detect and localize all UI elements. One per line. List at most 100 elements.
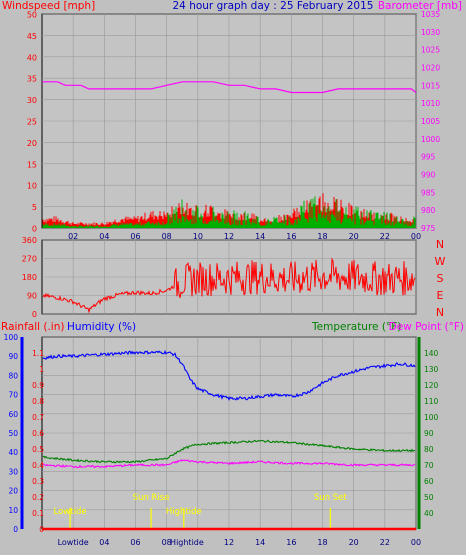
event-label: Lowtide xyxy=(54,507,87,517)
temp-hum-grid xyxy=(42,336,417,530)
temperature-line xyxy=(42,439,415,464)
compass-label: E xyxy=(437,289,444,302)
rainfall-tick-label: 0.2 xyxy=(32,493,44,502)
x-tick-label: 20 xyxy=(349,232,359,241)
barometer-tick-label: 1015 xyxy=(421,81,440,90)
rainfall-axis-label: Rainfall (.in) xyxy=(1,321,64,333)
x-tick-label: 16 xyxy=(286,232,296,241)
direction-tick-label: 360 xyxy=(22,236,37,245)
event-markers: Lowtide Sun Rise Hightide Sun Set xyxy=(54,493,347,528)
x-tick-label: 18 xyxy=(317,232,327,241)
windspeed-tick-label: 5 xyxy=(32,203,37,212)
windspeed-tick-label: 10 xyxy=(27,182,37,191)
temp-hum-series xyxy=(42,349,416,531)
temperature-tick-label: 140 xyxy=(424,349,439,358)
humidity-tick-label: 10 xyxy=(8,506,18,515)
rainfall-tick-label: 0.1 xyxy=(32,509,44,518)
x-tick-label: 06 xyxy=(130,232,140,241)
dew-point-line xyxy=(43,459,416,469)
barometer-tick-label: 1000 xyxy=(421,135,440,144)
rainfall-tick-label: 0.3 xyxy=(32,477,44,486)
compass-label: N xyxy=(436,306,444,319)
humidity-axis: 0 10 20 30 40 50 60 70 80 90 100 xyxy=(4,333,19,534)
rainfall-axis: 0 0.1 0.2 0.3 0.4 0.5 0.6 0.7 0.8 0.9 1 1.1 xyxy=(32,349,44,534)
x-tick-label: 00 xyxy=(411,232,421,241)
compass-label: S xyxy=(437,272,444,285)
windspeed-tick-label: 0 xyxy=(32,225,37,234)
barometer-tick-label: 975 xyxy=(421,224,436,233)
humidity-axis-label: Humidity (%) xyxy=(67,321,136,333)
temperature-axis: 40 50 60 70 80 90 100 110 120 130 140 xyxy=(424,349,439,518)
windspeed-tick-label: 20 xyxy=(27,139,37,148)
barometer-tick-label: 1035 xyxy=(421,10,440,19)
temperature-tick-label: 100 xyxy=(424,413,439,422)
temp-hum-x-axis: 04 06 08 12 14 16 18 20 22 00 Lowtide Hightide xyxy=(58,538,421,547)
x-tick-label: 12 xyxy=(224,538,234,547)
dewpoint-axis-label: Dew Point (°F) xyxy=(389,321,464,333)
rainfall-tick-label: 1 xyxy=(39,365,44,374)
temperature-tick-label: 80 xyxy=(424,445,434,454)
humidity-tick-label: 60 xyxy=(8,410,18,419)
hightide-bottom-label: Hightide xyxy=(170,538,204,547)
windspeed-tick-label: 25 xyxy=(27,118,37,127)
x-tick-label: 02 xyxy=(68,232,78,241)
humidity-line xyxy=(42,349,416,402)
x-tick-label: 04 xyxy=(99,232,109,241)
windspeed-axis: 0 5 10 15 20 25 30 35 40 45 50 xyxy=(27,11,37,234)
barometer-line xyxy=(42,81,417,94)
x-tick-label: 00 xyxy=(411,538,421,547)
x-tick-label: 22 xyxy=(380,538,390,547)
wind-baro-x-axis: 02 04 06 08 10 12 14 16 18 20 22 00 xyxy=(68,232,421,241)
humidity-tick-label: 0 xyxy=(13,525,18,534)
humidity-tick-label: 70 xyxy=(8,391,18,400)
event-label: Sun Rise xyxy=(133,493,170,503)
barometer-tick-label: 985 xyxy=(421,188,436,197)
temperature-tick-label: 110 xyxy=(424,397,439,406)
humidity-tick-label: 100 xyxy=(4,333,19,342)
humidity-tick-label: 30 xyxy=(8,467,18,476)
temperature-tick-label: 130 xyxy=(424,365,439,374)
event-label: Sun Set xyxy=(314,493,347,503)
windspeed-axis-label: Windspeed [mph] xyxy=(2,0,95,12)
humidity-tick-label: 20 xyxy=(8,487,18,496)
barometer-tick-label: 1005 xyxy=(421,117,440,126)
windspeed-tick-label: 40 xyxy=(27,53,37,62)
x-tick-label: 18 xyxy=(317,538,327,547)
lowtide-bottom-label: Lowtide xyxy=(58,538,89,547)
compass-label: W xyxy=(435,255,446,268)
direction-tick-label: 0 xyxy=(32,310,37,319)
x-tick-label: 16 xyxy=(286,538,296,547)
rainfall-tick-label: 0.8 xyxy=(32,397,44,406)
barometer-axis-label: Barometer [mb] xyxy=(378,0,462,12)
direction-tick-label: 270 xyxy=(22,255,37,264)
humidity-tick-label: 90 xyxy=(8,352,18,361)
barometer-tick-label: 995 xyxy=(421,153,436,162)
windspeed-tick-label: 15 xyxy=(27,160,37,169)
direction-tick-label: 90 xyxy=(27,292,37,301)
wind-baro-grid xyxy=(42,13,417,229)
compass-label: N xyxy=(436,238,444,251)
rainfall-tick-label: 0.6 xyxy=(32,429,44,438)
humidity-tick-label: 40 xyxy=(8,448,18,457)
chart-title: 24 hour graph day : 25 February 2015 xyxy=(173,0,374,12)
wind-baro-series xyxy=(42,81,417,228)
temperature-axis-label: Temperature (°F) xyxy=(311,321,401,333)
x-tick-label: 08 xyxy=(162,232,172,241)
rainfall-tick-label: 0.7 xyxy=(32,413,44,422)
temperature-tick-label: 40 xyxy=(424,509,434,518)
x-tick-label: 06 xyxy=(130,538,140,547)
windspeed-tick-label: 30 xyxy=(27,96,37,105)
temperature-tick-label: 50 xyxy=(424,493,434,502)
x-tick-label: 12 xyxy=(224,232,234,241)
x-tick-label: 20 xyxy=(349,538,359,547)
windspeed-tick-label: 35 xyxy=(27,75,37,84)
rainfall-tick-label: 0.4 xyxy=(32,461,44,470)
x-tick-label: 04 xyxy=(99,538,109,547)
temperature-tick-label: 90 xyxy=(424,429,434,438)
barometer-tick-label: 1010 xyxy=(421,99,440,108)
x-tick-label: 14 xyxy=(255,538,265,547)
wind-direction-line xyxy=(42,257,416,314)
temperature-tick-label: 70 xyxy=(424,461,434,470)
x-tick-label: 10 xyxy=(193,232,203,241)
